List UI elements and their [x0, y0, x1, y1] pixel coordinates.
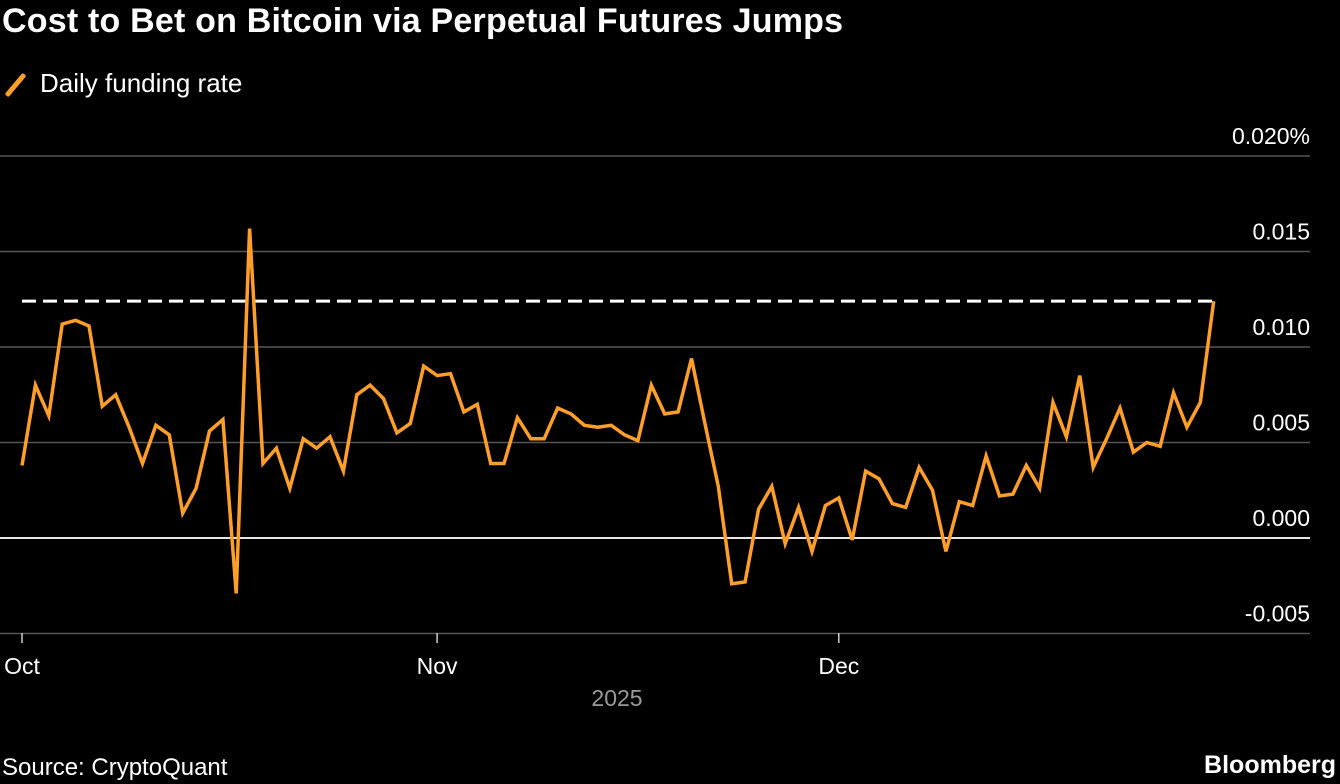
series-line-daily-funding-rate: [20, 228, 1216, 594]
x-tick-label: Oct: [4, 653, 40, 679]
y-tick-label: 0.020%: [1232, 123, 1310, 149]
chart-title: Cost to Bet on Bitcoin via Perpetual Fut…: [2, 2, 844, 40]
y-tick-label: 0.015: [1252, 219, 1310, 245]
bloomberg-logo: Bloomberg: [1204, 751, 1336, 779]
x-tick-label: Dec: [818, 653, 859, 679]
y-tick-label: -0.005: [1245, 601, 1310, 627]
x-tick-label: Nov: [417, 653, 458, 679]
y-tick-label: 0.010: [1252, 314, 1310, 340]
legend: Daily funding rate: [4, 68, 242, 99]
y-tick-label: 0.005: [1252, 410, 1310, 436]
x-axis-label: 2025: [591, 685, 642, 711]
source-note: Source: CryptoQuant: [2, 754, 228, 781]
y-tick-label: 0.000: [1252, 505, 1310, 531]
legend-label: Daily funding rate: [40, 68, 243, 98]
